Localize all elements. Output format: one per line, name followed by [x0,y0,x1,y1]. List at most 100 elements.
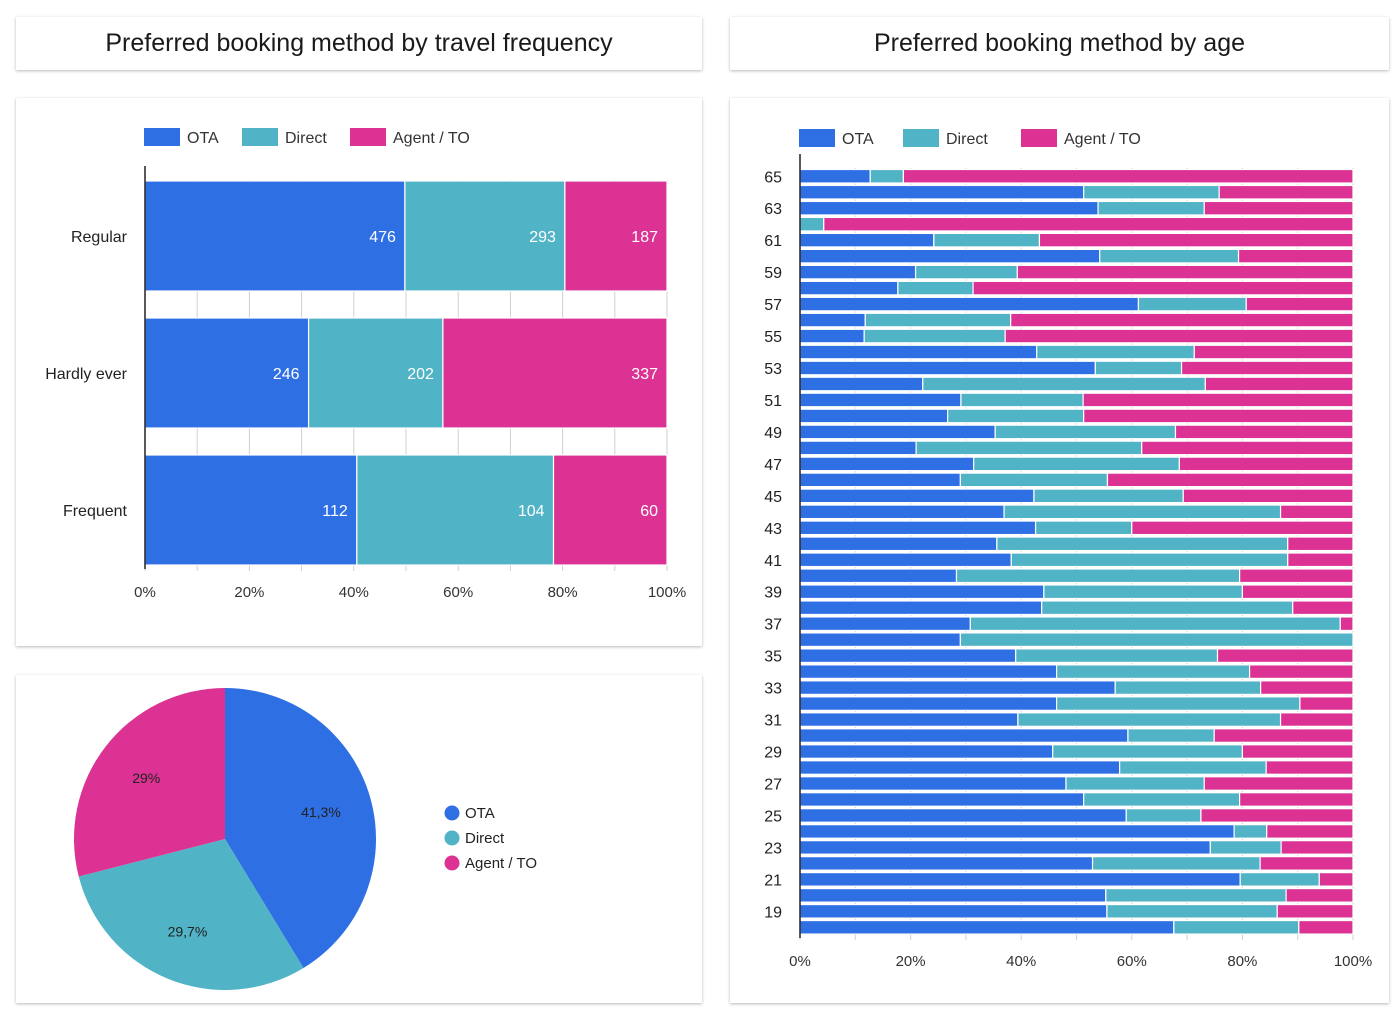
bar-direct-55 [863,328,1006,344]
bar-agent-to-47 [1178,456,1354,472]
bar-agent-to-22 [1259,856,1354,871]
bar-direct-48 [915,440,1143,456]
legend-label-direct: Direct [946,131,988,148]
bar-direct-60 [1099,248,1240,264]
pie-value-label: 29% [132,770,160,786]
bar-ota-27 [799,776,1067,791]
bar-direct-18 [1173,919,1300,935]
x-tick-label: 80% [1227,953,1257,970]
x-tick-label: 100% [1334,953,1372,970]
legend-swatch-direct [242,128,278,146]
frequency-bar-chart: OTA Direct Agent / TO 0% 20% 40% 60% 80% 100% 476… [45,128,686,601]
bar-ota-54 [799,344,1038,360]
bar-agent-to-48 [1141,440,1354,456]
bar-agent-to-53 [1180,360,1354,376]
bar-ota-36 [799,632,961,648]
y-tick-label: 21 [764,872,782,889]
bar-agent-to-18 [1298,919,1354,935]
bar-direct-31 [1017,712,1282,727]
bar-direct-37 [969,616,1341,632]
bar-direct-59 [914,264,1018,280]
bar-ota-38 [799,600,1043,616]
bar-ota-23 [799,840,1211,855]
bar-ota-44 [799,504,1005,520]
bar-ota-52 [799,376,924,392]
bar-ota-20 [799,887,1107,903]
bar-agent-to-24 [1266,824,1354,839]
x-tick-label: 80% [548,584,578,601]
frequency-chart-card: OTA Direct Agent / TO 0% 20% 40% 60% 80% 100% 476… [16,98,702,646]
pie-slice-agent-to [74,688,225,877]
bar-direct-25 [1125,808,1202,823]
bar-ota-58 [799,280,899,296]
bar-direct-46 [959,472,1109,488]
bar-ota-35 [799,648,1017,664]
bar-ota-41 [799,552,1012,568]
y-tick-label: 55 [764,329,782,346]
y-tick-label: 53 [764,361,782,378]
pie-chart-card: 41,3% 29,7% 29% OTA Direct Agent / TO [16,675,702,1003]
bar-direct-35 [1015,648,1219,664]
booking-method-pie-chart: 41,3% 29,7% 29% OTA Direct Agent / TO [74,688,537,990]
bar-ota-49 [799,424,996,440]
bar-value-label: 246 [273,366,300,383]
bar-agent-to-19 [1276,903,1354,919]
bar-agent-to-51 [1082,392,1354,408]
bar-ota-63 [799,200,1099,216]
bar-agent-to-34 [1248,664,1354,679]
bar-direct-52 [922,376,1206,392]
frequency-chart-title: Preferred booking method by travel frequ… [105,29,613,57]
bar-agent-to-20 [1285,887,1354,903]
age-title-card: Preferred booking method by age [730,17,1389,70]
bar-ota-60 [799,248,1101,264]
bar-ota-59 [799,264,917,280]
bar-value-label: 104 [518,503,545,520]
y-tick-label: 27 [764,776,782,793]
bar-direct-21 [1239,872,1320,887]
bar-agent-to-50 [1083,408,1354,424]
bar-agent-to-56 [1010,312,1354,328]
y-tick-label: 51 [764,393,782,410]
legend-label-direct: Direct [285,130,327,147]
bar-agent-to-hardly-ever [442,317,668,429]
y-tick-label: 35 [764,649,782,666]
bar-direct-38 [1041,600,1294,616]
bar-agent-to-44 [1279,504,1354,520]
bar-direct-27 [1065,776,1205,791]
pie-slice-direct [78,839,304,990]
bar-ota-40 [799,568,958,584]
bar-direct-50 [947,408,1085,424]
bar-direct-41 [1010,552,1289,568]
y-tick-label: 23 [764,840,782,857]
legend-label-ota: OTA [187,130,219,147]
legend-swatch-ota [799,129,835,147]
y-tick-label: 47 [764,457,782,474]
bar-agent-to-35 [1216,648,1354,664]
bar-direct-51 [960,392,1084,408]
y-tick-label: 45 [764,489,782,506]
bar-direct-34 [1055,664,1251,679]
bar-direct-30 [1127,728,1215,743]
bar-direct-49 [994,424,1177,440]
category-label: Hardly ever [45,366,127,383]
bar-ota-29 [799,744,1054,759]
bar-agent-to-37 [1339,616,1354,632]
bar-agent-to-63 [1203,200,1354,216]
bar-direct-53 [1094,360,1183,376]
x-tick-label: 60% [1117,953,1147,970]
pie-legend-label-agent-to: Agent / TO [465,855,537,872]
x-tick-label: 40% [1006,953,1036,970]
pie-legend-dot-direct [444,830,460,846]
y-tick-label: 37 [764,617,782,634]
bar-value-label: 337 [631,366,658,383]
y-tick-label: 63 [764,201,782,218]
bar-direct-58 [897,280,974,296]
bar-agent-to-54 [1193,344,1354,360]
bar-agent-to-33 [1260,680,1354,695]
bar-direct-57 [1137,296,1247,312]
bar-direct-56 [864,312,1012,328]
legend-label-agent-to: Agent / TO [393,130,470,147]
y-tick-label: 59 [764,265,782,282]
bar-direct-24 [1233,824,1268,839]
age-chart-title: Preferred booking method by age [873,29,1246,57]
